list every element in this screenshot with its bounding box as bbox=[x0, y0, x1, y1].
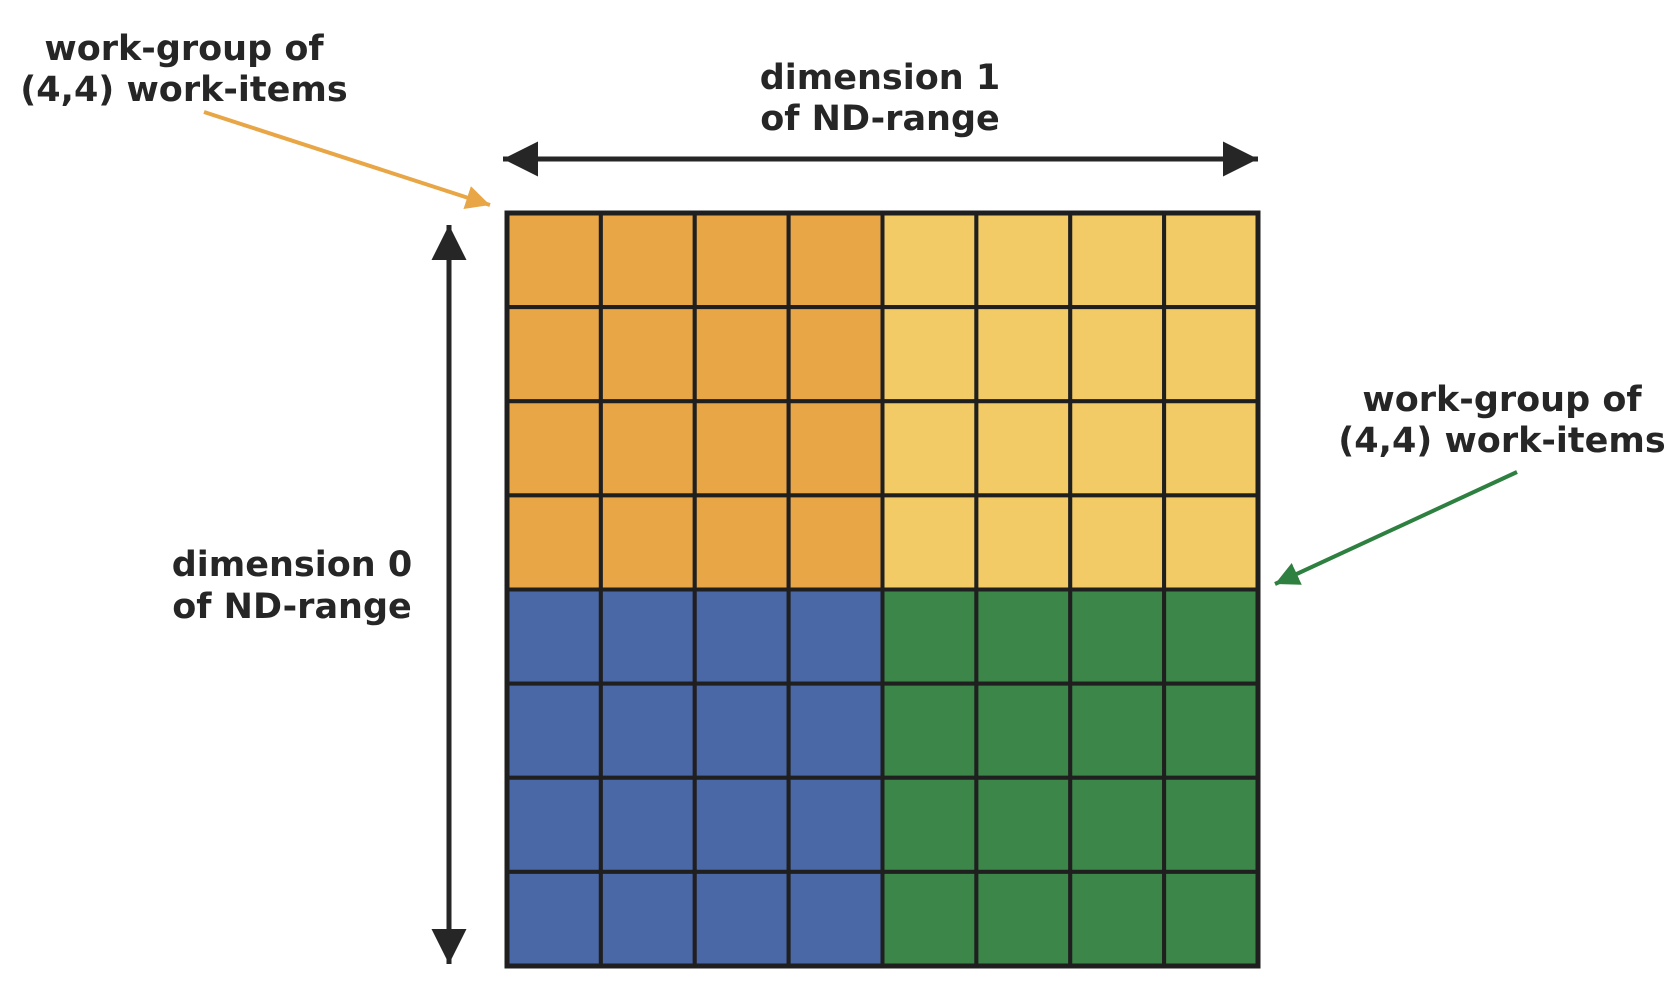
workgroup-label-right-line1: work-group of bbox=[1362, 380, 1642, 420]
work-item-top-right-r2-c6 bbox=[1068, 399, 1167, 498]
work-item-bottom-left-r6-c0 bbox=[505, 775, 603, 874]
work-item-top-right-r1-c5 bbox=[974, 305, 1073, 404]
work-item-bottom-right-r5-c7 bbox=[1162, 681, 1260, 780]
dimension-1-label-line1: dimension 1 bbox=[760, 58, 1001, 98]
work-item-top-right-r3-c7 bbox=[1162, 493, 1260, 592]
work-item-bottom-left-r5-c3 bbox=[786, 681, 885, 780]
work-item-bottom-right-r5-c4 bbox=[880, 681, 979, 780]
workgroup-label-right-line2: (4,4) work-items bbox=[1338, 421, 1665, 461]
work-item-bottom-right-r6-c4 bbox=[880, 775, 979, 874]
work-item-bottom-right-r7-c7 bbox=[1162, 869, 1260, 968]
green-pointer-arrow bbox=[1274, 470, 1518, 586]
work-item-top-right-r3-c6 bbox=[1068, 493, 1167, 592]
work-item-bottom-right-r5-c5 bbox=[974, 681, 1073, 780]
workgroup-label-left: work-group of (4,4) work-items bbox=[20, 29, 347, 110]
work-item-top-left-r1-c0 bbox=[505, 305, 603, 404]
work-item-top-left-r3-c0 bbox=[505, 493, 603, 592]
work-item-top-right-r2-c4 bbox=[880, 399, 979, 498]
work-item-bottom-left-r5-c2 bbox=[692, 681, 791, 780]
work-item-bottom-left-r7-c0 bbox=[505, 869, 603, 968]
work-item-bottom-right-r4-c7 bbox=[1162, 587, 1260, 686]
work-item-top-right-r0-c4 bbox=[880, 211, 979, 310]
dimension-0-label: dimension 0 of ND-range bbox=[172, 545, 413, 627]
work-item-top-left-r0-c1 bbox=[598, 211, 697, 310]
dimension-0-label-line1: dimension 0 bbox=[172, 545, 413, 585]
work-item-top-left-r3-c3 bbox=[786, 493, 885, 592]
work-item-top-right-r0-c5 bbox=[974, 211, 1073, 310]
work-item-bottom-left-r6-c1 bbox=[598, 775, 697, 874]
work-item-top-left-r2-c2 bbox=[692, 399, 791, 498]
workgroup-label-left-line2: (4,4) work-items bbox=[20, 70, 347, 110]
work-item-bottom-right-r6-c5 bbox=[974, 775, 1073, 874]
work-item-top-left-r1-c2 bbox=[692, 305, 791, 404]
work-item-top-left-r0-c0 bbox=[505, 211, 603, 310]
work-item-top-left-r2-c3 bbox=[786, 399, 885, 498]
work-item-top-right-r1-c4 bbox=[880, 305, 979, 404]
work-item-top-left-r2-c1 bbox=[598, 399, 697, 498]
work-item-top-left-r0-c2 bbox=[692, 211, 791, 310]
dimension-0-label-line2: of ND-range bbox=[172, 587, 412, 627]
work-item-top-left-r1-c1 bbox=[598, 305, 697, 404]
work-item-top-right-r1-c7 bbox=[1162, 305, 1260, 404]
work-item-bottom-left-r6-c3 bbox=[786, 775, 885, 874]
work-item-bottom-right-r5-c6 bbox=[1068, 681, 1167, 780]
work-item-top-right-r3-c5 bbox=[974, 493, 1073, 592]
dimension-1-label: dimension 1 of ND-range bbox=[760, 58, 1001, 139]
work-item-top-right-r2-c5 bbox=[974, 399, 1073, 498]
nd-range-outer-border bbox=[504, 210, 1261, 969]
work-item-bottom-left-r7-c3 bbox=[786, 869, 885, 968]
work-item-top-left-r2-c0 bbox=[505, 399, 603, 498]
work-item-bottom-right-r4-c4 bbox=[880, 587, 979, 686]
work-item-bottom-left-r7-c1 bbox=[598, 869, 697, 968]
workgroup-label-left-line1: work-group of bbox=[44, 29, 324, 69]
work-item-bottom-right-r4-c5 bbox=[974, 587, 1073, 686]
workgroup-borders bbox=[504, 210, 1261, 969]
work-item-bottom-left-r5-c0 bbox=[505, 681, 603, 780]
work-item-bottom-left-r4-c0 bbox=[505, 587, 603, 686]
work-item-top-right-r2-c7 bbox=[1162, 399, 1260, 498]
work-item-bottom-left-r4-c3 bbox=[786, 587, 885, 686]
workgroup-label-right: work-group of (4,4) work-items bbox=[1338, 380, 1665, 461]
work-item-bottom-right-r7-c4 bbox=[880, 869, 979, 968]
work-item-bottom-right-r7-c6 bbox=[1068, 869, 1167, 968]
work-item-top-right-r3-c4 bbox=[880, 493, 979, 592]
work-item-top-left-r3-c1 bbox=[598, 493, 697, 592]
work-item-top-left-r1-c3 bbox=[786, 305, 885, 404]
work-item-top-right-r0-c7 bbox=[1162, 211, 1260, 310]
work-item-bottom-left-r7-c2 bbox=[692, 869, 791, 968]
dimension-1-label-line2: of ND-range bbox=[760, 99, 1000, 139]
nd-range-grid bbox=[505, 211, 1260, 968]
work-item-bottom-left-r4-c2 bbox=[692, 587, 791, 686]
work-item-bottom-right-r6-c7 bbox=[1162, 775, 1260, 874]
work-item-bottom-right-r7-c5 bbox=[974, 869, 1073, 968]
work-item-bottom-left-r5-c1 bbox=[598, 681, 697, 780]
work-item-bottom-left-r6-c2 bbox=[692, 775, 791, 874]
orange-pointer-arrow bbox=[203, 110, 491, 209]
work-item-top-left-r3-c2 bbox=[692, 493, 791, 592]
work-item-top-right-r0-c6 bbox=[1068, 211, 1167, 310]
work-item-top-right-r1-c6 bbox=[1068, 305, 1167, 404]
work-item-bottom-right-r4-c6 bbox=[1068, 587, 1167, 686]
work-item-bottom-right-r6-c6 bbox=[1068, 775, 1167, 874]
work-item-bottom-left-r4-c1 bbox=[598, 587, 697, 686]
work-item-top-left-r0-c3 bbox=[786, 211, 885, 310]
